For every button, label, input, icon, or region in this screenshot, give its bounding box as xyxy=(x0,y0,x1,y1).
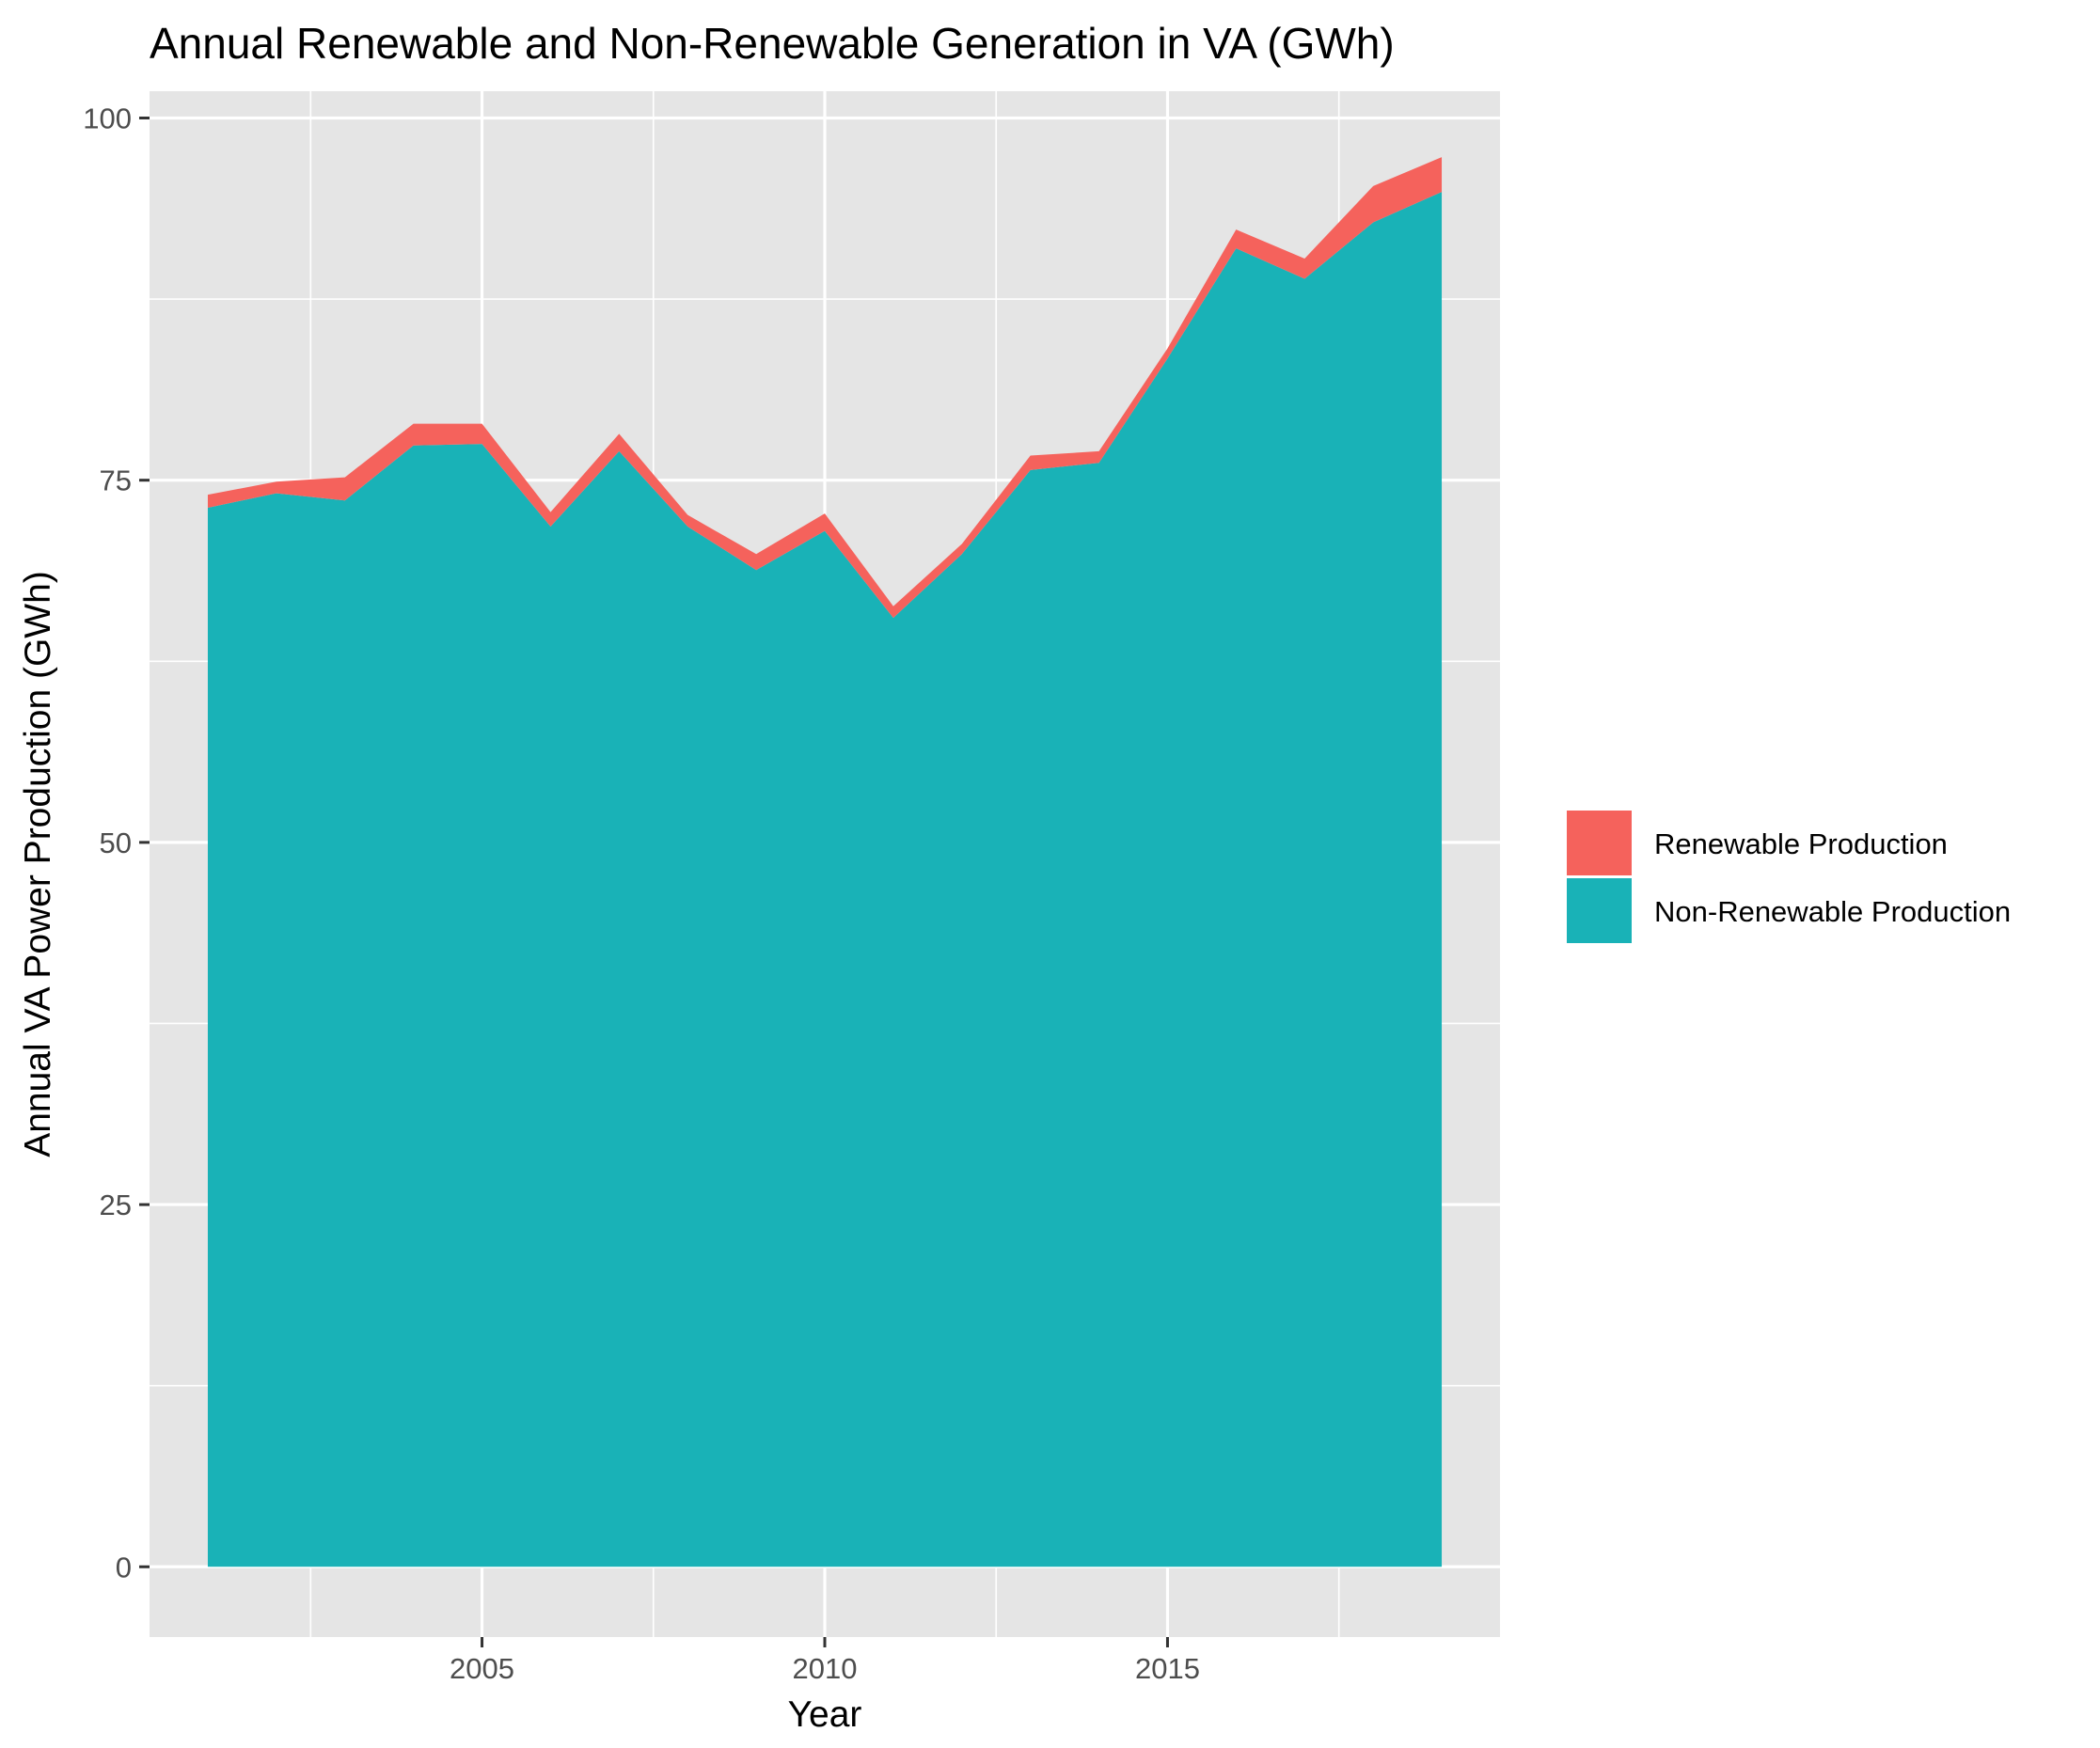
x-axis: 2005 2010 2015 xyxy=(450,1637,1200,1685)
y-tick-label: 50 xyxy=(100,827,132,859)
area-renewable-production xyxy=(207,157,1443,619)
area-series xyxy=(207,157,1443,1567)
y-tick-label: 100 xyxy=(83,102,132,135)
legend-label-non-renewable-production: Non-Renewable Production xyxy=(1654,895,2011,928)
y-axis: 0 25 50 75 100 xyxy=(83,102,150,1583)
legend: Renewable Production Non-Renewable Produc… xyxy=(1567,811,2011,943)
x-tick-label: 2005 xyxy=(450,1652,514,1685)
x-tick-label: 2015 xyxy=(1135,1652,1200,1685)
y-tick-label: 0 xyxy=(116,1551,132,1583)
y-tick-label: 75 xyxy=(100,465,132,497)
y-axis-label: Annual VA Power Production (GWh) xyxy=(18,571,58,1157)
legend-label-renewable-production: Renewable Production xyxy=(1654,827,1948,860)
legend-key-non-renewable-production xyxy=(1567,878,1632,943)
x-tick-label: 2010 xyxy=(793,1652,858,1685)
y-tick-label: 25 xyxy=(100,1189,132,1221)
chart-title: Annual Renewable and Non-Renewable Gener… xyxy=(150,19,1395,68)
legend-key-renewable-production xyxy=(1567,811,1632,875)
area-non-renewable-production xyxy=(207,192,1443,1567)
x-axis-label: Year xyxy=(788,1694,862,1735)
